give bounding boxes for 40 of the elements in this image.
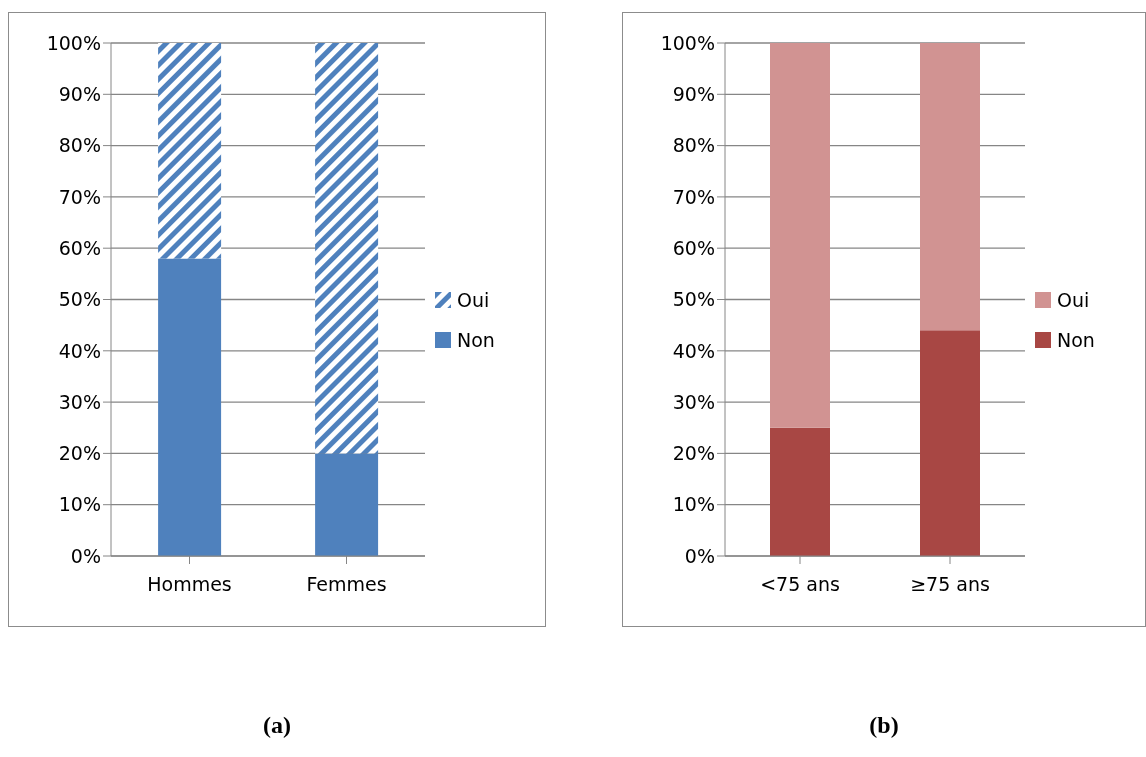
x-tick-label: Femmes — [306, 573, 387, 596]
y-tick-label: 30% — [672, 390, 715, 413]
text: (a) — [262, 712, 292, 739]
bar — [920, 43, 980, 331]
y-tick-label: 70% — [672, 185, 715, 208]
x-tick-label: Hommes — [147, 573, 232, 596]
y-tick-label: 40% — [58, 339, 101, 362]
legend-label: Non — [1057, 328, 1095, 351]
bar — [158, 43, 222, 259]
y-tick-label: 20% — [672, 442, 715, 465]
bar — [158, 258, 222, 556]
text: (b) — [868, 712, 900, 739]
bar — [315, 453, 379, 556]
bar — [770, 43, 830, 428]
legend-label: Non — [457, 328, 495, 351]
y-tick-label: 10% — [58, 493, 101, 516]
x-tick-label: ≥75 ans — [910, 573, 990, 596]
legend-label: Oui — [457, 288, 490, 311]
y-tick-label: 60% — [672, 236, 715, 259]
bar — [770, 427, 830, 556]
y-tick-label: 100% — [660, 31, 715, 54]
y-tick-label: 80% — [672, 134, 715, 157]
y-tick-label: 90% — [58, 83, 101, 106]
legend-label: Oui — [1057, 288, 1090, 311]
bar — [315, 43, 379, 454]
y-tick-label: 90% — [672, 83, 715, 106]
y-tick-label: 80% — [58, 134, 101, 157]
y-tick-label: 0% — [684, 544, 715, 567]
y-tick-label: 20% — [58, 442, 101, 465]
y-tick-label: 50% — [58, 288, 101, 311]
y-tick-label: 70% — [58, 185, 101, 208]
y-tick-label: 0% — [70, 544, 101, 567]
x-tick-label: <75 ans — [760, 573, 840, 596]
y-tick-label: 50% — [672, 288, 715, 311]
y-tick-label: 100% — [46, 31, 101, 54]
y-tick-label: 40% — [672, 339, 715, 362]
y-tick-label: 60% — [58, 236, 101, 259]
y-tick-label: 30% — [58, 390, 101, 413]
bar — [920, 330, 980, 556]
y-tick-label: 10% — [672, 493, 715, 516]
